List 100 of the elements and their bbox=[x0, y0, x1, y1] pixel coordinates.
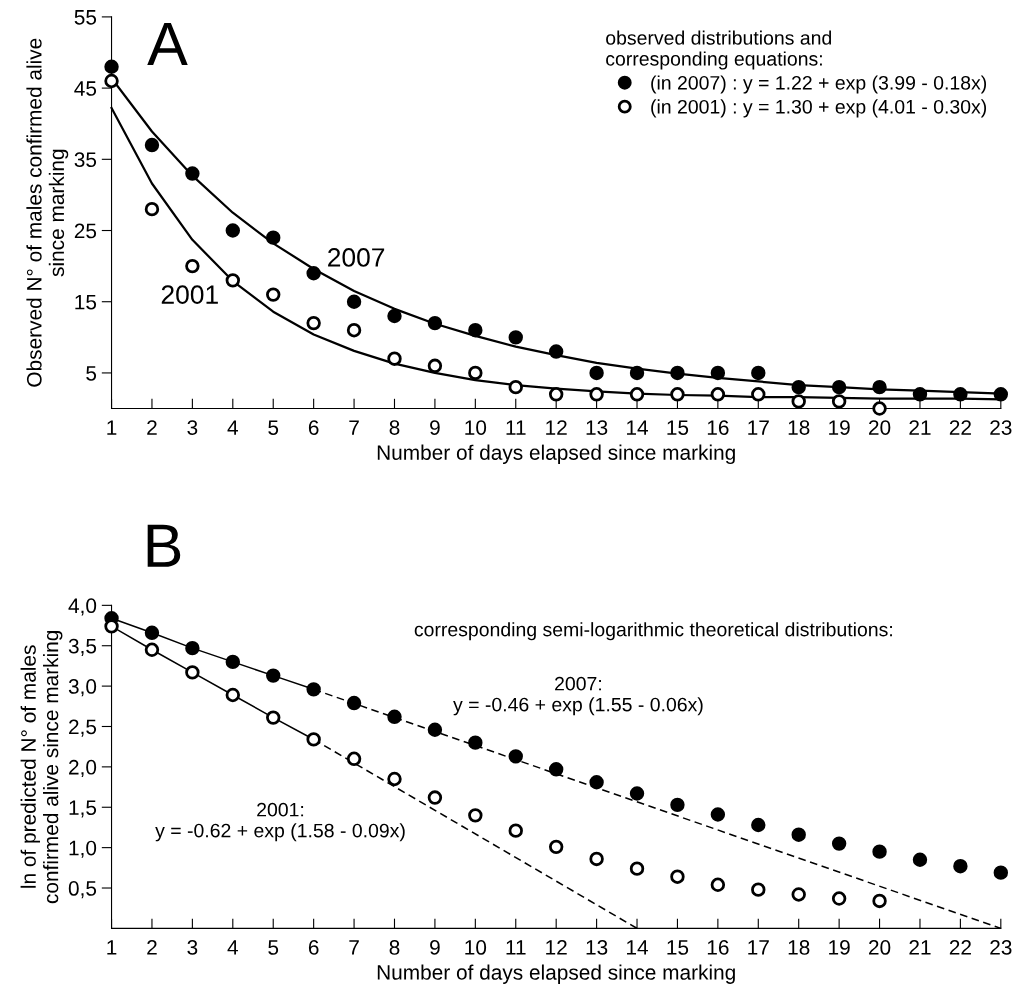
point bbox=[427, 315, 443, 331]
x-tick-label: 9 bbox=[430, 940, 440, 955]
y-tick-label: 45 bbox=[74, 81, 97, 96]
point bbox=[346, 751, 362, 766]
y-tick-label: 2,0 bbox=[69, 759, 97, 778]
point bbox=[387, 351, 402, 366]
x-tick-label: 10 bbox=[465, 940, 487, 955]
y-tick-label: 3,5 bbox=[68, 638, 97, 656]
point bbox=[266, 668, 281, 683]
x-tick-label: 9 bbox=[430, 420, 440, 435]
point bbox=[548, 387, 564, 402]
point bbox=[508, 330, 523, 345]
point bbox=[831, 394, 847, 409]
point bbox=[548, 762, 564, 777]
x-tick-label: 1 bbox=[107, 420, 117, 435]
point bbox=[548, 839, 564, 855]
point bbox=[993, 865, 1009, 880]
point bbox=[427, 722, 443, 737]
y-axis-title: Observed N° of males confirmed alive since marking bbox=[26, 38, 69, 387]
point bbox=[468, 808, 483, 823]
point bbox=[831, 379, 847, 395]
point bbox=[548, 344, 564, 359]
x-tick-label: 2 bbox=[147, 940, 157, 955]
x-tick-label: 22 bbox=[949, 420, 971, 435]
y-tick-label: 35 bbox=[74, 152, 97, 168]
x-axis-title: Number of days elapsed since marking bbox=[377, 444, 735, 465]
x-tick-label: 11 bbox=[506, 940, 526, 955]
annotation: 2007: y = -0.46 + exp (1.55 - 0.06x) bbox=[453, 676, 703, 716]
point bbox=[629, 365, 645, 381]
point bbox=[306, 315, 321, 331]
y-tick-label: 5 bbox=[86, 366, 97, 381]
point bbox=[912, 387, 928, 402]
point bbox=[670, 365, 685, 381]
y-tick-label: 0,5 bbox=[68, 881, 97, 899]
point bbox=[185, 258, 200, 274]
x-tick-label: 5 bbox=[268, 420, 279, 435]
y-tick-label: 25 bbox=[74, 223, 97, 239]
x-tick-label: 15 bbox=[667, 420, 689, 435]
x-tick-label: 23 bbox=[990, 420, 1012, 435]
point bbox=[791, 394, 806, 409]
y-tick-label: 1,0 bbox=[69, 840, 97, 858]
point bbox=[266, 710, 281, 725]
point bbox=[589, 365, 604, 381]
y-tick-label: 55 bbox=[74, 10, 97, 25]
point bbox=[144, 137, 160, 153]
point bbox=[185, 665, 200, 680]
x-tick-label: 6 bbox=[308, 940, 319, 955]
point bbox=[225, 273, 241, 288]
point bbox=[872, 893, 887, 909]
point bbox=[953, 859, 968, 874]
x-tick-label: 12 bbox=[546, 420, 567, 435]
point bbox=[508, 749, 523, 764]
x-tick-label: 6 bbox=[308, 420, 319, 435]
annotation: 2001 bbox=[161, 285, 218, 304]
legend-label: (in 2001) : y = 1.30 + exp (4.01 - 0.30x) bbox=[651, 99, 987, 118]
point bbox=[346, 323, 362, 338]
point bbox=[670, 387, 685, 402]
x-tick-label: 15 bbox=[667, 940, 689, 955]
point bbox=[266, 230, 281, 245]
x-tick-label: 21 bbox=[909, 940, 931, 955]
point bbox=[468, 735, 483, 750]
point bbox=[387, 308, 402, 324]
point bbox=[629, 387, 645, 402]
point bbox=[791, 379, 806, 395]
point bbox=[427, 358, 443, 374]
point bbox=[387, 709, 402, 724]
x-tick-label: 4 bbox=[227, 420, 238, 435]
x-axis-title: Number of days elapsed since marking bbox=[377, 964, 735, 984]
x-tick-label: 18 bbox=[788, 940, 810, 955]
y-tick-label: 3,0 bbox=[68, 679, 97, 697]
point bbox=[751, 365, 766, 381]
point bbox=[104, 59, 119, 74]
point bbox=[751, 387, 766, 402]
x-tick-label: 10 bbox=[465, 420, 487, 435]
point bbox=[225, 223, 241, 238]
point bbox=[629, 861, 645, 876]
point bbox=[791, 827, 806, 842]
point bbox=[185, 640, 200, 656]
x-tick-label: 4 bbox=[227, 940, 238, 955]
point bbox=[346, 695, 362, 711]
x-tick-label: 22 bbox=[949, 940, 971, 955]
x-tick-label: 5 bbox=[268, 940, 279, 955]
x-tick-label: 7 bbox=[349, 420, 359, 435]
y-tick-label: 1,5 bbox=[69, 800, 97, 818]
point bbox=[306, 732, 321, 747]
annotation: corresponding semi-logarithmic theoretical distributions: bbox=[414, 622, 892, 641]
point bbox=[225, 654, 241, 670]
point bbox=[912, 852, 928, 867]
x-tick-label: 12 bbox=[546, 940, 567, 955]
point bbox=[993, 387, 1009, 402]
point bbox=[306, 266, 321, 281]
point bbox=[144, 642, 160, 657]
point bbox=[144, 201, 160, 217]
y-tick-label: 4,0 bbox=[68, 598, 97, 616]
point bbox=[266, 287, 281, 302]
point bbox=[710, 877, 726, 892]
x-tick-label: 8 bbox=[389, 420, 400, 435]
point bbox=[872, 401, 887, 416]
x-tick-label: 2 bbox=[147, 420, 157, 435]
chart-title: A bbox=[147, 23, 188, 66]
